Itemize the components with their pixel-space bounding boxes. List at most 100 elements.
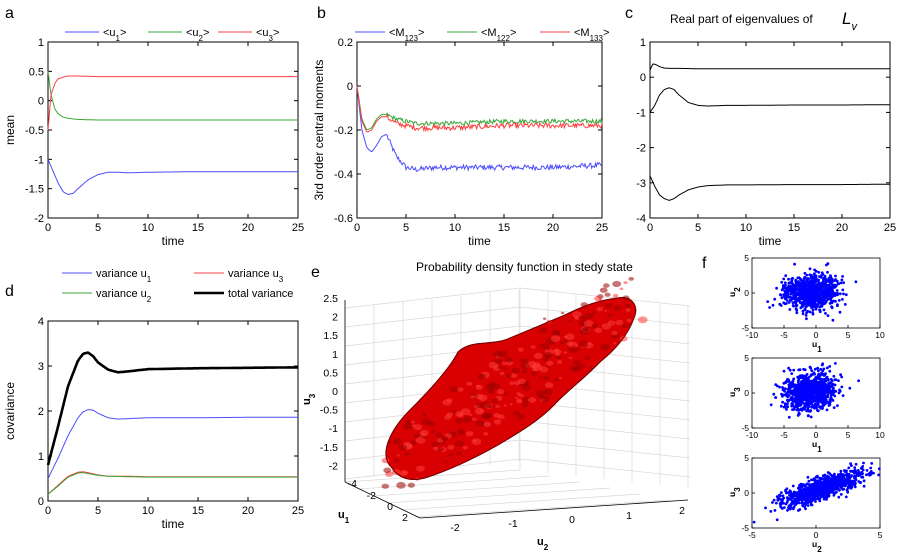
scatter-point [838, 292, 842, 296]
scatter-point [799, 490, 803, 493]
scatter-point [862, 479, 866, 483]
isosurface-outline [385, 296, 637, 481]
scatter-point [799, 397, 803, 400]
surface-texture [480, 409, 484, 412]
surface-texture [509, 403, 513, 406]
scatter-point [803, 271, 807, 275]
y-tick-label: -0.5 [25, 125, 44, 137]
z-axis-label: u3 [301, 393, 317, 405]
surface-texture [494, 358, 503, 364]
scatter-point [784, 381, 788, 384]
surface-texture [544, 382, 554, 389]
y-axis-label: 3rd order central moments [312, 60, 326, 201]
scatter-point [822, 474, 825, 478]
scatter-point [820, 485, 823, 489]
scatter-point [816, 392, 819, 396]
surface-texture [520, 362, 531, 370]
surface-texture [615, 319, 624, 326]
scatter-point [788, 497, 792, 500]
surface-texture [522, 403, 529, 408]
surface-texture [492, 350, 502, 358]
surface-texture [518, 393, 524, 398]
scatter-point [826, 289, 830, 292]
scatter-point [805, 292, 809, 296]
scatter-point [794, 292, 797, 295]
surface-texture [545, 354, 552, 359]
scatter-point [812, 384, 816, 388]
y-axis-label: u3 [727, 387, 742, 397]
scatter-point [806, 504, 810, 507]
scatter-point [811, 288, 815, 292]
scatter-point [828, 399, 832, 403]
surface-texture [554, 352, 561, 357]
legend-label: variance u2 [96, 288, 152, 304]
scatter-point [806, 414, 810, 418]
scatter-point [779, 501, 783, 505]
scatter-point [808, 267, 812, 271]
scatter-point [843, 470, 847, 473]
scatter-point [844, 495, 848, 499]
scatter-point [793, 289, 797, 293]
scatter-point [810, 369, 814, 372]
scatter-point [801, 312, 805, 316]
x-tick-label: 20 [836, 222, 848, 234]
scatter-point [828, 292, 831, 296]
scatter-point [868, 473, 872, 477]
surface-texture [483, 432, 489, 436]
scatter-point [837, 391, 841, 395]
scatter-point [814, 278, 817, 282]
scatter-point [829, 491, 832, 494]
surface-texture [498, 414, 505, 420]
surface-texture [449, 386, 459, 393]
surface-texture [621, 323, 629, 329]
scatter-point [817, 292, 820, 296]
surface-texture [435, 432, 443, 438]
x-tick-label: -10 [746, 330, 759, 340]
scatter-point [779, 293, 782, 297]
scatter-point [826, 471, 830, 474]
scatter-point [838, 475, 842, 479]
scatter-point [785, 408, 788, 411]
y-tick-label: 0 [744, 388, 749, 398]
legend-label: <u2> [186, 27, 209, 43]
scatter-point [828, 487, 832, 491]
scatter-point [793, 392, 797, 395]
scatter-point [807, 491, 811, 495]
scatter-point [854, 475, 858, 479]
surface-texture [457, 387, 464, 392]
surface-texture [555, 332, 561, 336]
scatter-point [782, 277, 786, 281]
scatter-point [831, 318, 835, 322]
scatter-point [812, 497, 815, 501]
scatter-point [833, 294, 837, 297]
x-tick-label: 15 [192, 505, 204, 517]
y-tick-label: 0 [569, 514, 575, 526]
surface-texture [411, 420, 415, 424]
scatter-point [822, 291, 826, 295]
scatter-point [815, 286, 819, 290]
scatter-point [830, 300, 834, 304]
scatter-point [791, 304, 795, 307]
scatter-point [808, 389, 812, 392]
scatter-point [811, 394, 815, 398]
scatter-point [808, 394, 812, 397]
scatter-point [818, 387, 821, 391]
surface-texture [613, 342, 617, 345]
scatter-point [824, 312, 827, 315]
x-tick-label: 25 [292, 222, 304, 234]
chart-title-math: Lv [842, 9, 858, 33]
surface-texture [515, 396, 519, 400]
chart-title: Probability density function in stedy st… [416, 260, 633, 274]
surface-texture [546, 360, 554, 366]
surface-texture [563, 351, 568, 354]
scatter-point [803, 283, 807, 286]
surface-texture [619, 287, 624, 291]
scatter-point [810, 275, 813, 279]
scatter-point [806, 475, 810, 479]
scatter-point [804, 497, 807, 500]
series-line-m123 [356, 85, 603, 172]
y-tick-label: -5 [741, 323, 749, 333]
surface-texture [472, 417, 477, 421]
scatter-point [810, 405, 814, 409]
scatter-point [813, 406, 816, 410]
